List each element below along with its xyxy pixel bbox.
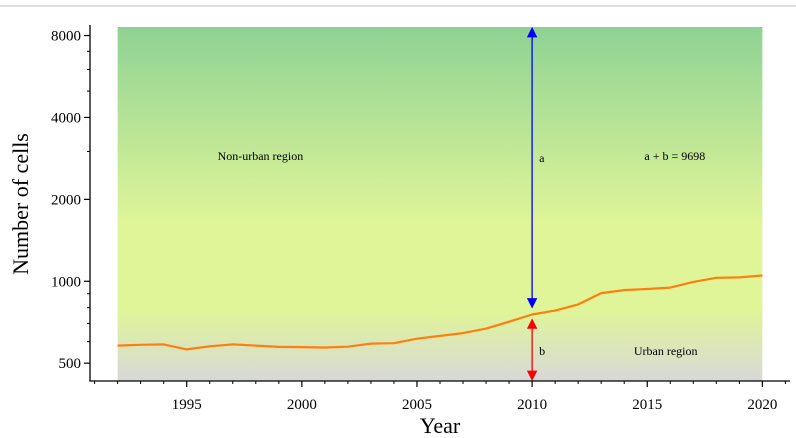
axes-frame (89, 25, 790, 382)
x-tick-label: 2005 (402, 397, 432, 413)
x-tick-label: 2010 (517, 397, 547, 413)
series-layer (117, 274, 763, 351)
y-axis-ticks: 500 1000 2000 4000 8000 (51, 29, 90, 372)
y-tick-label: 8000 (51, 29, 81, 45)
x-axis-title: Year (420, 413, 461, 438)
y-tick-label: 1000 (51, 274, 81, 290)
urban-cells-line (117, 274, 763, 351)
annotation-b-label: b (539, 344, 545, 358)
annotation-layer: a b a + b = 9698 Non-urban region Urban regi… (218, 26, 705, 382)
urban-region-label: Urban region (634, 344, 698, 358)
x-tick-label: 2020 (747, 397, 777, 413)
x-tick-label: 1995 (172, 397, 202, 413)
y-axis-title: Number of cells (8, 133, 33, 275)
non-urban-region-label: Non-urban region (218, 149, 304, 163)
y-tick-label: 2000 (51, 192, 81, 208)
x-axis-ticks: 1995 2000 2005 2010 2015 2020 (94, 381, 786, 413)
x-tick-label: 2015 (632, 397, 662, 413)
y-tick-label: 500 (59, 356, 82, 372)
background-region (117, 27, 763, 381)
y-tick-label: 4000 (51, 110, 81, 126)
x-tick-label: 2000 (287, 397, 317, 413)
annotation-a-label: a (539, 151, 545, 165)
annotation-sum-label: a + b = 9698 (644, 149, 705, 163)
